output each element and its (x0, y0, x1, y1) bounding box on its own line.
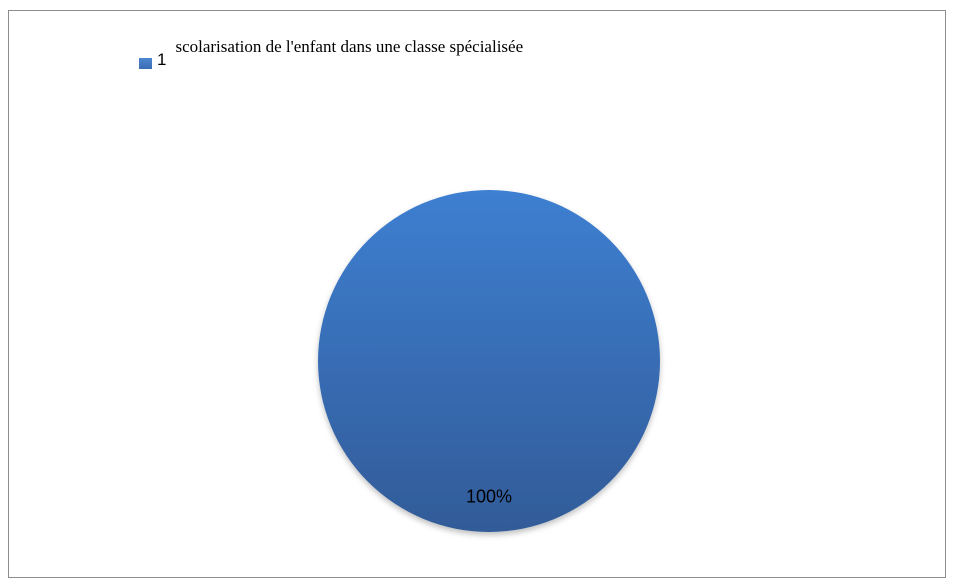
legend-entry-label: scolarisation de l'enfant dans une class… (175, 37, 524, 56)
pie-slice (318, 190, 660, 532)
legend-series-number: 1 (157, 50, 167, 69)
legend: 1 scolarisation de l'enfant dans une cla… (139, 37, 523, 70)
legend-swatch (139, 58, 152, 69)
slice-data-label: 100% (466, 487, 512, 507)
